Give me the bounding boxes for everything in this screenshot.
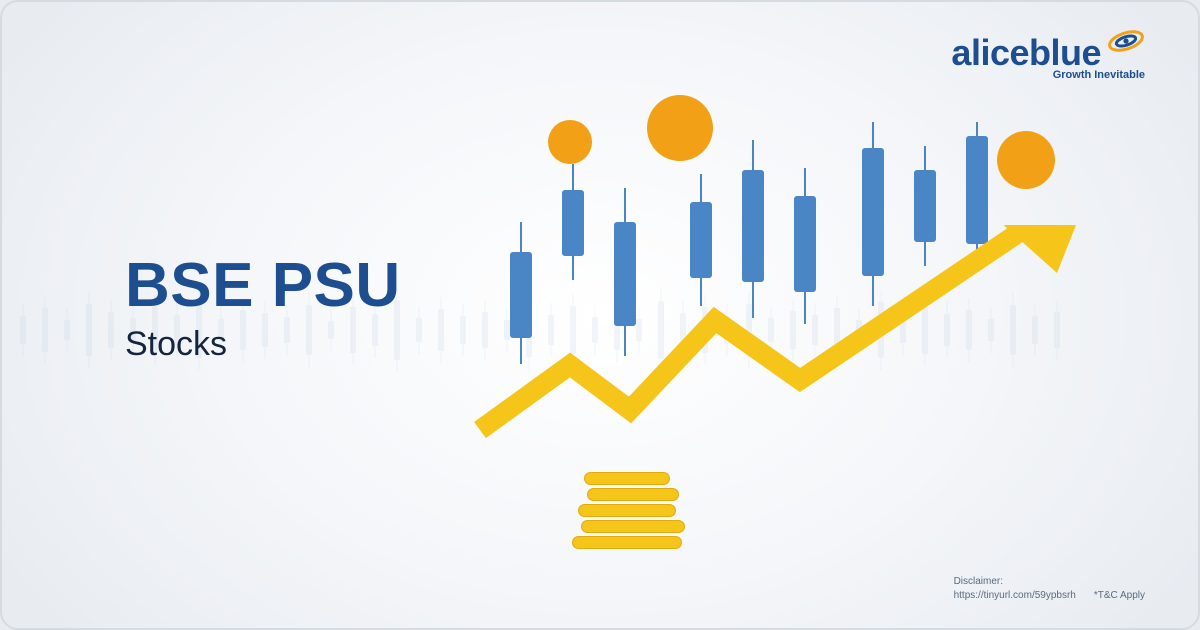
- coin-slab: [584, 472, 670, 485]
- trend-arrow: [455, 225, 1105, 485]
- disclaimer-label: Disclaimer:: [954, 575, 1145, 589]
- bg-candle: [86, 304, 92, 356]
- coin-slab: [578, 504, 676, 517]
- brand-name: aliceblue: [951, 35, 1101, 71]
- disclaimer-url: https://tinyurl.com/59ypbsrh: [954, 589, 1076, 603]
- coin-circle-icon: [647, 95, 713, 161]
- bg-candle: [438, 309, 444, 351]
- bg-candle: [20, 316, 26, 344]
- headline-block: BSE PSU Stocks: [125, 250, 401, 364]
- brand-swirl-icon: [1107, 27, 1145, 55]
- disclaimer-block: Disclaimer: https://tinyurl.com/59ypbsrh…: [954, 575, 1145, 602]
- disclaimer-tnc: *T&C Apply: [1094, 589, 1145, 603]
- coin-circle-icon: [997, 131, 1055, 189]
- coin-slab: [587, 488, 679, 501]
- bg-candle: [416, 318, 422, 342]
- bg-candle: [64, 320, 70, 340]
- headline-line1: BSE PSU: [125, 250, 401, 321]
- bg-candle: [42, 308, 48, 352]
- brand-logo-block: aliceblue Growth Inevitable: [951, 35, 1145, 81]
- headline-line2: Stocks: [125, 325, 401, 364]
- coin-circle-icon: [548, 120, 592, 164]
- coin-slab: [572, 536, 682, 549]
- coin-slab: [581, 520, 685, 533]
- bg-candle: [108, 312, 114, 348]
- coin-stack-icon: [575, 472, 685, 552]
- background-canvas: BSE PSU Stocks aliceblue Growth Inevitab…: [0, 0, 1200, 630]
